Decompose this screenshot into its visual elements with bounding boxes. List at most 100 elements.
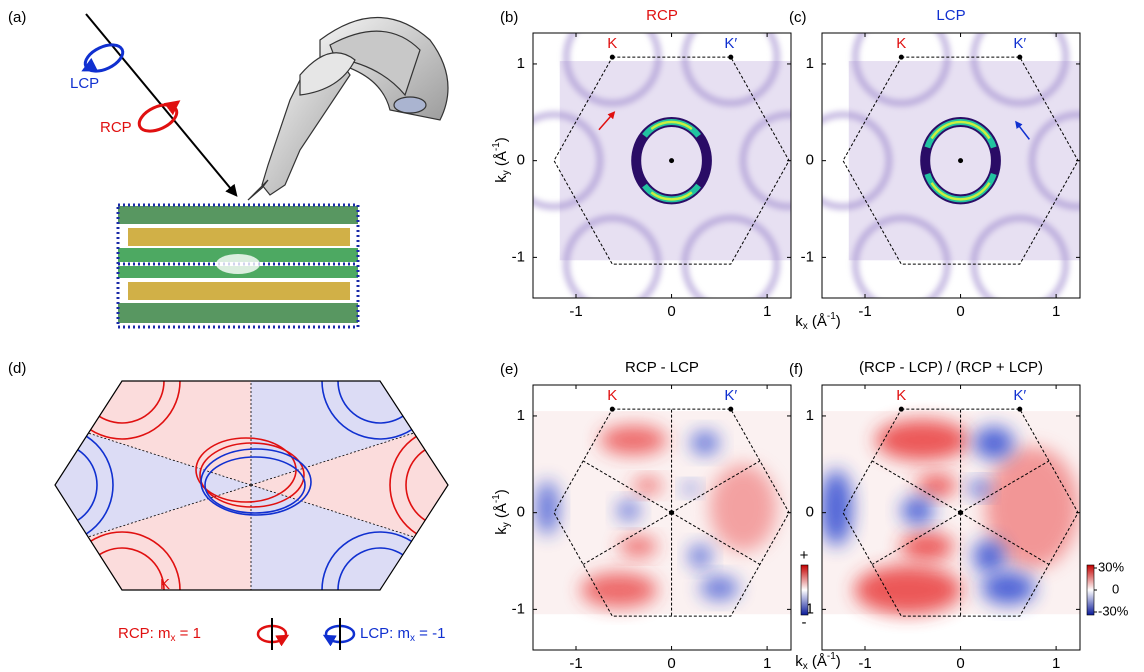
axis-label-close: ) bbox=[836, 313, 841, 330]
k-label: K bbox=[607, 387, 617, 404]
asym-blob bbox=[820, 470, 852, 546]
panel-label: (a) bbox=[8, 9, 26, 26]
asym-blob bbox=[902, 497, 934, 524]
panel-label: (c) bbox=[789, 9, 807, 26]
k-label: K bbox=[896, 387, 906, 404]
legend-text: LCP: m bbox=[360, 625, 410, 642]
lcp-legend: LCP: mx = -1 bbox=[360, 625, 445, 644]
analyzer bbox=[248, 18, 448, 201]
panel-label: (b) bbox=[500, 9, 518, 26]
asym-blob bbox=[973, 540, 1005, 572]
colorbar-tick-label: -30% bbox=[1098, 603, 1129, 618]
x-tick-label: 1 bbox=[1052, 303, 1060, 320]
axis-label: kx (Å-1) bbox=[795, 651, 841, 672]
kprime-label: K′ bbox=[1013, 387, 1026, 404]
colorbar-tick-label: 30% bbox=[1098, 559, 1124, 574]
colorbar-tick-label: 0 bbox=[1112, 581, 1119, 596]
axis-label: ky (Å-1) bbox=[491, 137, 512, 183]
panel-title: LCP bbox=[936, 7, 965, 24]
gamma-point bbox=[669, 158, 674, 163]
axis-label-unit: (Å bbox=[493, 151, 510, 170]
x-tick-label: 1 bbox=[763, 655, 771, 672]
gamma-point bbox=[669, 510, 674, 515]
rcp-label: RCP bbox=[100, 119, 132, 136]
gamma-point bbox=[958, 158, 963, 163]
axis-label: ky (Å-1) bbox=[491, 489, 512, 535]
crystal bbox=[118, 205, 358, 327]
asym-blob bbox=[600, 426, 667, 455]
y-tick-label: 0 bbox=[806, 152, 814, 169]
asym-blob bbox=[854, 566, 961, 615]
axis-label-close: ) bbox=[493, 489, 510, 494]
axis-label-unit: (Å bbox=[808, 653, 827, 670]
panel-label: (f) bbox=[789, 361, 803, 378]
colorbar-plus: + bbox=[800, 547, 809, 564]
colorbar bbox=[801, 565, 808, 615]
illustration-a bbox=[81, 14, 448, 327]
asym-blob bbox=[633, 478, 662, 493]
map bbox=[533, 409, 791, 616]
asym-blob bbox=[982, 572, 1036, 604]
k-point bbox=[728, 55, 733, 60]
asym-blob bbox=[691, 431, 720, 454]
asym-blob bbox=[619, 537, 657, 556]
k-point bbox=[1017, 55, 1022, 60]
axis-label-unit: (Å bbox=[493, 503, 510, 522]
x-tick-label: 0 bbox=[667, 303, 675, 320]
y-tick-label: 1 bbox=[806, 407, 814, 424]
map-bg bbox=[560, 61, 791, 260]
panel-title: RCP - LCP bbox=[625, 359, 699, 376]
k-point bbox=[610, 55, 615, 60]
panel-title: RCP bbox=[646, 7, 678, 24]
asym-blob bbox=[700, 576, 738, 599]
x-tick-label: 1 bbox=[763, 303, 771, 320]
k-point bbox=[899, 407, 904, 412]
y-tick-label: 0 bbox=[806, 504, 814, 521]
y-tick-label: -1 bbox=[512, 600, 525, 617]
axis-label-close: ) bbox=[493, 137, 510, 142]
y-tick-label: 1 bbox=[806, 55, 814, 72]
asym-blob bbox=[900, 533, 954, 560]
x-tick-label: 0 bbox=[956, 303, 964, 320]
lcp-label: LCP bbox=[70, 75, 99, 92]
figure: (a) LCP RCP (d) K K′ RCP: mx = 1 LCP: mx… bbox=[0, 0, 1144, 672]
colorbar-minus: - bbox=[802, 614, 807, 631]
rcp-legend: RCP: mx = 1 bbox=[118, 625, 201, 644]
x-tick-label: -1 bbox=[569, 303, 582, 320]
axis-label-unit: (Å bbox=[808, 313, 827, 330]
y-tick-label: 1 bbox=[517, 55, 525, 72]
legend-text: RCP: m bbox=[118, 625, 171, 642]
k-point bbox=[728, 407, 733, 412]
gamma-point bbox=[958, 510, 963, 515]
y-tick-label: 1 bbox=[517, 407, 525, 424]
legend-rest: = 1 bbox=[176, 625, 201, 642]
asym-blob bbox=[581, 573, 657, 608]
panel-label: (d) bbox=[8, 360, 26, 377]
kprime-label: K′ bbox=[724, 387, 737, 404]
colorbar bbox=[1087, 565, 1094, 615]
x-tick-label: 1 bbox=[1052, 655, 1060, 672]
kprime-label: K′ bbox=[724, 35, 737, 52]
k-label: K bbox=[160, 576, 170, 593]
x-tick-label: 0 bbox=[956, 655, 964, 672]
k-point bbox=[899, 55, 904, 60]
x-tick-label: -1 bbox=[858, 303, 871, 320]
asym-blob bbox=[917, 475, 957, 497]
axis-label: kx (Å-1) bbox=[795, 311, 841, 332]
k-point bbox=[1017, 407, 1022, 412]
y-tick-label: 0 bbox=[517, 504, 525, 521]
asym-blob bbox=[969, 480, 990, 496]
k-point bbox=[610, 407, 615, 412]
kprime-label: K′ bbox=[1013, 35, 1026, 52]
schematic-d bbox=[0, 323, 506, 650]
x-tick-label: -1 bbox=[569, 655, 582, 672]
asym-blob bbox=[536, 481, 559, 535]
asym-blob bbox=[617, 501, 640, 520]
axis-label-close: ) bbox=[836, 653, 841, 670]
asym-blob bbox=[876, 420, 970, 461]
legend-rest: = -1 bbox=[415, 625, 445, 642]
asym-blob bbox=[974, 427, 1014, 459]
y-tick-label: -1 bbox=[512, 248, 525, 265]
asym-blob bbox=[689, 545, 712, 568]
panel-title: (RCP - LCP) / (RCP + LCP) bbox=[859, 359, 1043, 376]
